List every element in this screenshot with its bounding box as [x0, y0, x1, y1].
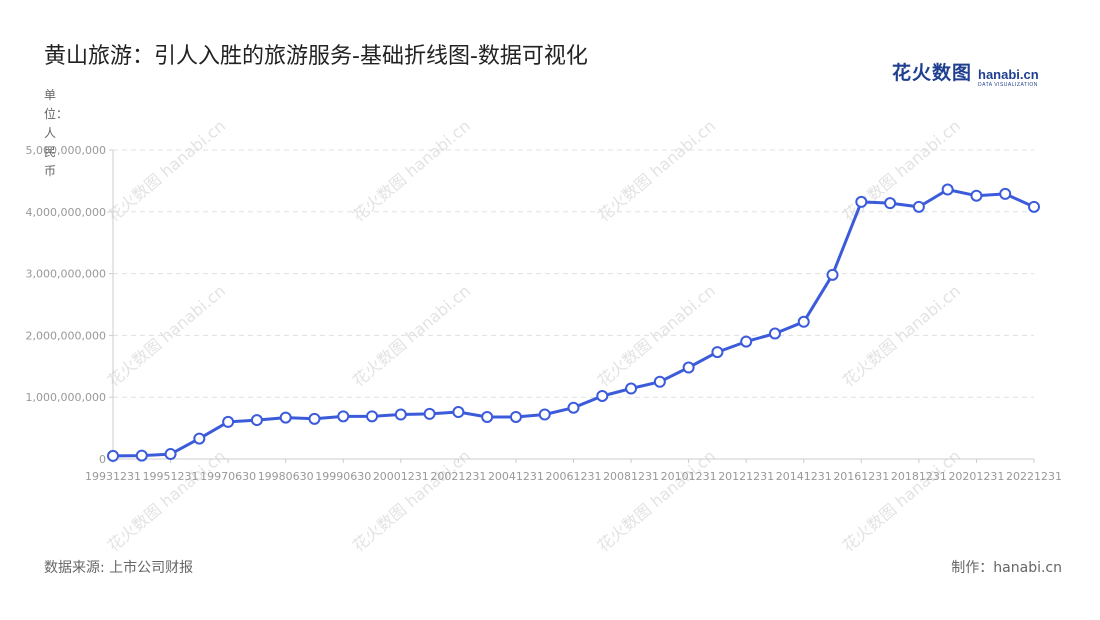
data-point-20151231[interactable]: [826, 268, 839, 281]
data-point-19990630[interactable]: [337, 410, 350, 423]
y-tick-label-5: 5,000,000,000: [26, 144, 106, 157]
y-tick-label-1: 1,000,000,000: [26, 391, 106, 404]
x-tick-label-0: 19931231: [85, 470, 141, 483]
watermark-11: 花火数图 hanabi.cn: [839, 446, 964, 555]
watermark-8: 花火数图 hanabi.cn: [104, 446, 229, 555]
data-point-20111231[interactable]: [711, 346, 724, 359]
x-tick-label-12: 20141231: [776, 470, 832, 483]
x-tick-label-1: 19951231: [143, 470, 199, 483]
y-tick-label-4: 4,000,000,000: [26, 206, 106, 219]
data-point-19931231[interactable]: [107, 449, 119, 462]
data-point-20191231[interactable]: [941, 183, 954, 196]
x-tick-label-9: 20081231: [603, 470, 659, 483]
watermark-10: 花火数图 hanabi.cn: [594, 446, 719, 555]
brand-logo: 花火数图 hanabi.cn DATA VISUALIZATION: [892, 58, 1039, 88]
y-tick-label-3: 3,000,000,000: [26, 268, 106, 281]
y-tick-label-0: 0: [99, 453, 106, 466]
data-point-20161231[interactable]: [855, 195, 868, 208]
x-tick-label-14: 20181231: [891, 470, 947, 483]
data-point-20061231[interactable]: [567, 401, 580, 414]
watermark-2: 花火数图 hanabi.cn: [594, 116, 719, 225]
data-point-20221231[interactable]: [1028, 200, 1040, 213]
data-point-19991231[interactable]: [366, 410, 379, 423]
data-point-20071231[interactable]: [596, 389, 609, 402]
watermark-0: 花火数图 hanabi.cn: [104, 116, 229, 225]
data-point-19970630[interactable]: [222, 415, 235, 428]
data-point-19951231[interactable]: [164, 448, 177, 461]
data-source: 数据来源: 上市公司财报: [44, 560, 194, 576]
series-line-0: [111, 188, 1036, 458]
data-point-20131231[interactable]: [768, 327, 781, 340]
grid-lines: [113, 149, 1034, 398]
data-point-19941231[interactable]: [135, 449, 148, 462]
data-point-20171231[interactable]: [884, 197, 897, 210]
data-point-20041231[interactable]: [509, 410, 522, 423]
x-tick-label-6: 20021231: [430, 470, 486, 483]
data-point-19981231[interactable]: [308, 412, 321, 425]
data-point-19971231[interactable]: [250, 414, 263, 427]
data-point-20091231[interactable]: [653, 375, 666, 388]
watermark-1: 花火数图 hanabi.cn: [349, 116, 474, 225]
data-point-20011231[interactable]: [423, 407, 436, 420]
x-tick-label-7: 20041231: [488, 470, 544, 483]
credit: 制作：hanabi.cn: [951, 560, 1062, 576]
data-point-19980630[interactable]: [279, 411, 292, 424]
x-tick-label-15: 20201231: [948, 470, 1004, 483]
data-point-20001231[interactable]: [394, 408, 407, 421]
brand-logo-en: hanabi.cn: [978, 67, 1039, 82]
data-point-20141231[interactable]: [797, 315, 810, 328]
data-point-20081231[interactable]: [625, 382, 638, 395]
data-point-20031231[interactable]: [481, 410, 494, 423]
x-tick-label-13: 20161231: [833, 470, 889, 483]
x-tick-label-11: 20121231: [718, 470, 774, 483]
data-point-19961231[interactable]: [193, 432, 206, 445]
x-tick-label-2: 19970630: [200, 470, 256, 483]
data-point-20121231[interactable]: [740, 335, 753, 348]
x-tick-label-16: 20221231: [1006, 470, 1062, 483]
brand-logo-sub: DATA VISUALIZATION: [978, 82, 1038, 88]
x-tick-label-8: 20061231: [546, 470, 602, 483]
y-tick-labels: 0 1,000,000,000 2,000,000,000 3,000,000,000…: [26, 144, 113, 466]
y-tick-label-2: 2,000,000,000: [26, 329, 106, 342]
brand-logo-en-group: hanabi.cn DATA VISUALIZATION: [978, 68, 1039, 88]
data-point-20051231[interactable]: [538, 408, 551, 421]
x-tick-label-5: 20001231: [373, 470, 429, 483]
chart-title: 黄山旅游：引人入胜的旅游服务-基础折线图-数据可视化: [44, 44, 588, 69]
data-point-20021231[interactable]: [452, 406, 465, 419]
x-tick-label-10: 20101231: [661, 470, 717, 483]
watermark-9: 花火数图 hanabi.cn: [349, 446, 474, 555]
x-tick-labels: 19931231 19951231 19970630 19980630 19990630…: [85, 459, 1062, 483]
x-tick-label-4: 19990630: [315, 470, 371, 483]
x-tick-label-3: 19980630: [258, 470, 314, 483]
data-point-20101231[interactable]: [682, 361, 695, 374]
brand-logo-cn: 花火数图: [892, 62, 973, 84]
data-point-20181231[interactable]: [912, 200, 925, 213]
data-point-20201231[interactable]: [970, 189, 983, 202]
data-point-20211231[interactable]: [999, 187, 1012, 200]
series-layer: [107, 183, 1040, 462]
